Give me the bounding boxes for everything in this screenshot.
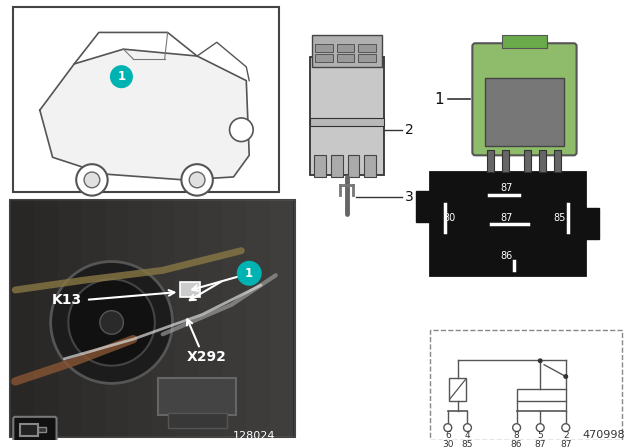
Circle shape bbox=[68, 279, 155, 366]
Bar bbox=[310, 118, 384, 126]
Circle shape bbox=[111, 66, 132, 87]
Bar bbox=[105, 199, 128, 437]
Bar bbox=[417, 190, 432, 222]
Text: 30: 30 bbox=[444, 213, 456, 223]
Circle shape bbox=[463, 424, 472, 431]
Bar bbox=[38, 426, 45, 431]
Text: 5: 5 bbox=[538, 431, 543, 440]
Circle shape bbox=[538, 358, 543, 363]
Bar bbox=[152, 199, 175, 437]
Circle shape bbox=[100, 310, 124, 334]
Text: K13: K13 bbox=[51, 293, 81, 307]
Text: 87: 87 bbox=[500, 183, 513, 193]
Bar bbox=[180, 282, 200, 297]
Text: 128024: 128024 bbox=[233, 431, 275, 441]
Text: 470998: 470998 bbox=[582, 430, 625, 439]
FancyBboxPatch shape bbox=[472, 43, 577, 155]
Polygon shape bbox=[40, 49, 249, 180]
Text: 85: 85 bbox=[554, 213, 566, 223]
Bar bbox=[58, 199, 81, 437]
Text: 8: 8 bbox=[514, 431, 520, 440]
Bar bbox=[449, 378, 467, 401]
Text: 1: 1 bbox=[435, 92, 444, 107]
Bar bbox=[270, 199, 294, 437]
Bar bbox=[430, 172, 586, 275]
Bar bbox=[364, 155, 376, 177]
Circle shape bbox=[444, 424, 452, 431]
Text: 86: 86 bbox=[511, 440, 522, 448]
Bar bbox=[13, 7, 278, 192]
Bar bbox=[525, 151, 531, 172]
Text: 1: 1 bbox=[245, 267, 253, 280]
Bar bbox=[584, 208, 599, 239]
Circle shape bbox=[536, 424, 544, 431]
Circle shape bbox=[563, 374, 568, 379]
FancyBboxPatch shape bbox=[13, 417, 56, 442]
Bar bbox=[310, 57, 384, 175]
Bar bbox=[199, 199, 223, 437]
Circle shape bbox=[230, 118, 253, 142]
Bar bbox=[175, 199, 199, 437]
Bar bbox=[10, 199, 34, 437]
Text: X292: X292 bbox=[187, 350, 227, 364]
Text: 85: 85 bbox=[461, 440, 473, 448]
Bar bbox=[315, 44, 333, 52]
Text: 1: 1 bbox=[117, 70, 125, 83]
Bar bbox=[540, 151, 546, 172]
Bar bbox=[314, 155, 326, 177]
Text: 4: 4 bbox=[465, 431, 470, 440]
Bar bbox=[331, 155, 342, 177]
Text: 87: 87 bbox=[534, 440, 546, 448]
Bar bbox=[502, 35, 547, 48]
Bar bbox=[246, 199, 270, 437]
Circle shape bbox=[181, 164, 213, 196]
Text: 6: 6 bbox=[445, 431, 451, 440]
Bar bbox=[128, 199, 152, 437]
Text: 87: 87 bbox=[560, 440, 572, 448]
Text: 3: 3 bbox=[404, 190, 413, 204]
Bar bbox=[312, 35, 382, 67]
Bar bbox=[337, 44, 355, 52]
Text: 2: 2 bbox=[404, 123, 413, 137]
Bar bbox=[554, 151, 561, 172]
Circle shape bbox=[189, 172, 205, 188]
Bar bbox=[315, 54, 333, 62]
Bar bbox=[158, 378, 236, 415]
Text: 2: 2 bbox=[563, 431, 568, 440]
Circle shape bbox=[76, 164, 108, 196]
Text: 30: 30 bbox=[442, 440, 454, 448]
Bar bbox=[516, 389, 566, 401]
Circle shape bbox=[237, 262, 261, 285]
Circle shape bbox=[513, 424, 520, 431]
Bar bbox=[81, 199, 105, 437]
Bar bbox=[358, 54, 376, 62]
Bar bbox=[485, 78, 564, 146]
Bar bbox=[502, 151, 509, 172]
Bar bbox=[223, 199, 246, 437]
Bar bbox=[348, 155, 359, 177]
Circle shape bbox=[51, 262, 173, 383]
Circle shape bbox=[562, 424, 570, 431]
Bar bbox=[430, 330, 622, 440]
Circle shape bbox=[84, 172, 100, 188]
Bar bbox=[358, 44, 376, 52]
Bar bbox=[487, 151, 494, 172]
Text: 87: 87 bbox=[500, 213, 513, 223]
Bar bbox=[10, 199, 296, 437]
Bar bbox=[34, 199, 58, 437]
Text: 86: 86 bbox=[500, 250, 513, 261]
Bar bbox=[168, 413, 227, 428]
Bar bbox=[20, 424, 38, 435]
Bar bbox=[337, 54, 355, 62]
